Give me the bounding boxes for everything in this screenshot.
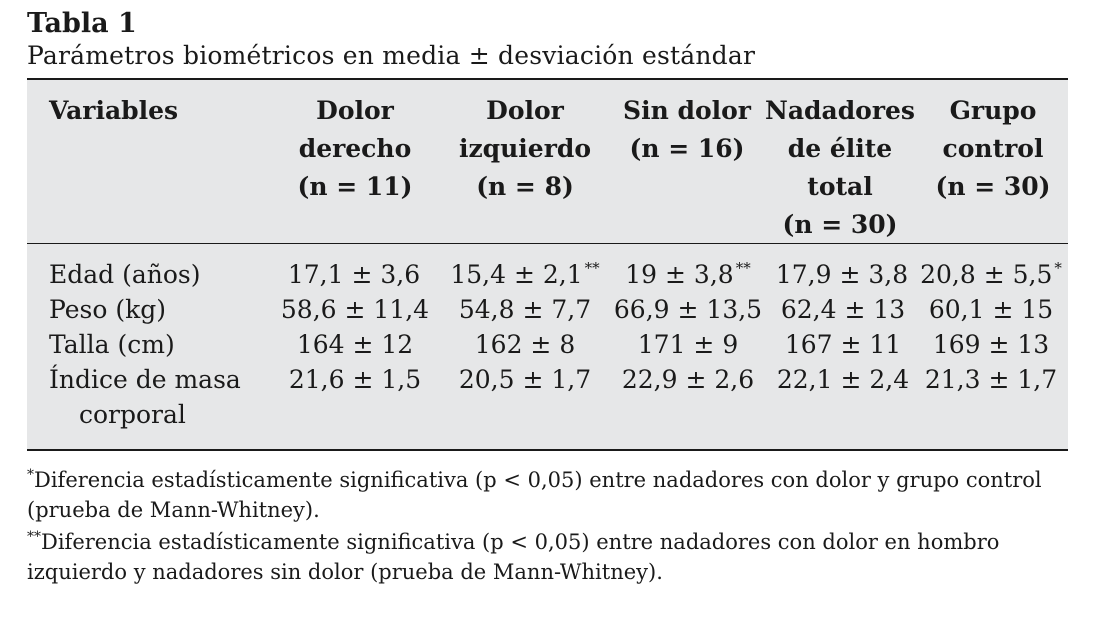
significance-mark: ** xyxy=(584,259,600,277)
table-cell: 162 ± 8 xyxy=(474,330,576,359)
table-cell: 54,8 ± 7,7 xyxy=(458,295,592,324)
table-figure: Tabla 1 Parámetros biométricos en media … xyxy=(27,8,1068,589)
row-label: Índice de masa xyxy=(49,365,241,394)
table-cell: 22,9 ± 2,6 xyxy=(621,365,755,394)
header-sin-dolor: Sin dolor (n = 16) xyxy=(623,96,751,163)
table-cell: 22,1 ± 2,4 xyxy=(776,365,910,394)
significance-mark: * xyxy=(1054,259,1062,277)
footnote: **Diferencia estadísticamente significat… xyxy=(27,529,1000,584)
table-cell: 21,6 ± 1,5 xyxy=(288,365,422,394)
significance-mark: ** xyxy=(735,259,751,277)
header-row: Variables Dolor derecho (n = 11) Dolor i… xyxy=(27,80,1068,244)
table-cell: 17,9 ± 3,8 xyxy=(775,260,909,289)
table-subtitle: Parámetros biométricos en media ± desvia… xyxy=(27,41,756,70)
table-title: Tabla 1 xyxy=(27,8,137,39)
row-label: Peso (kg) xyxy=(49,295,166,324)
footnote-mark: ** xyxy=(27,529,41,545)
table-cell: 60,1 ± 15 xyxy=(928,295,1054,324)
table-cell: 19 ± 3,8 ** xyxy=(625,259,751,289)
table-cell: 20,8 ± 5,5 * xyxy=(920,259,1062,289)
table-cell: 62,4 ± 13 xyxy=(780,295,906,324)
table-cell: 169 ± 13 xyxy=(932,330,1050,359)
table-footnotes: *Diferencia estadísticamente significati… xyxy=(27,465,1068,587)
table-cell: 58,6 ± 11,4 xyxy=(280,295,430,324)
header-dolor-izquierdo: Dolor izquierdo (n = 8) xyxy=(458,96,592,201)
data-table: Variables Dolor derecho (n = 11) Dolor i… xyxy=(27,78,1068,451)
row-label: Talla (cm) xyxy=(49,330,175,359)
table-cell: 20,5 ± 1,7 xyxy=(458,365,592,394)
row-label: Edad (años) xyxy=(49,260,201,289)
header-nadadores-elite: Nadadores de élite total (n = 30) xyxy=(764,96,916,239)
table-cell: 17,1 ± 3,6 xyxy=(287,260,421,289)
table-cell: 66,9 ± 13,5 xyxy=(613,295,763,324)
header-variables: Variables xyxy=(49,96,179,125)
row-label-continuation: corporal xyxy=(79,400,186,429)
table-cell: 171 ± 9 xyxy=(637,330,739,359)
table-cell: 167 ± 11 xyxy=(784,330,902,359)
table-cell: 21,3 ± 1,7 xyxy=(924,365,1058,394)
footnote-mark: * xyxy=(27,467,34,483)
footnote: *Diferencia estadísticamente significati… xyxy=(27,467,1042,522)
table-cell: 15,4 ± 2,1 ** xyxy=(450,259,600,289)
table-cell: 164 ± 12 xyxy=(296,330,414,359)
header-dolor-derecho: Dolor derecho (n = 11) xyxy=(297,96,413,201)
header-grupo-control: Grupo control (n = 30) xyxy=(935,96,1051,201)
